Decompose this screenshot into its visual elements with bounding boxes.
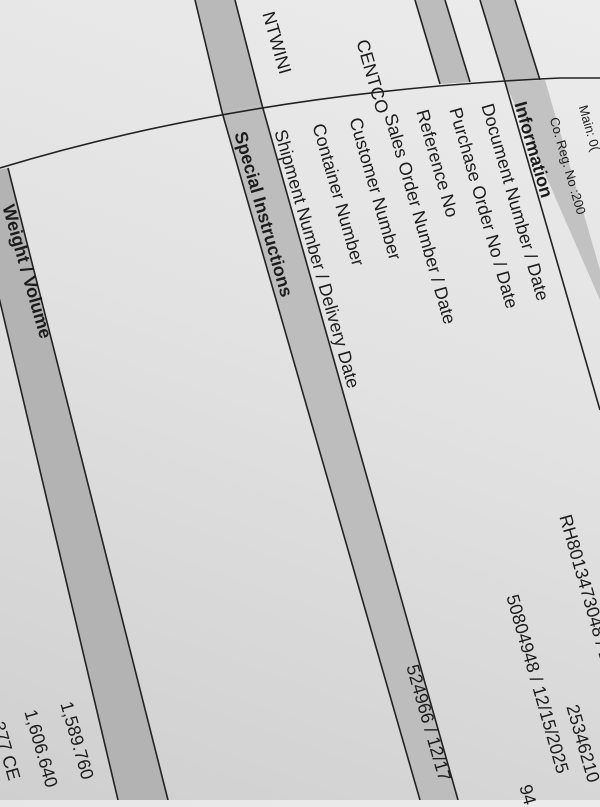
band-middle-top: [415, 0, 470, 84]
band-left-top: [195, 0, 262, 112]
band-weight-volume: [0, 168, 168, 800]
band-information-header: [480, 0, 540, 82]
band-special-instructions: [222, 105, 458, 800]
band-information-title: [505, 80, 600, 300]
